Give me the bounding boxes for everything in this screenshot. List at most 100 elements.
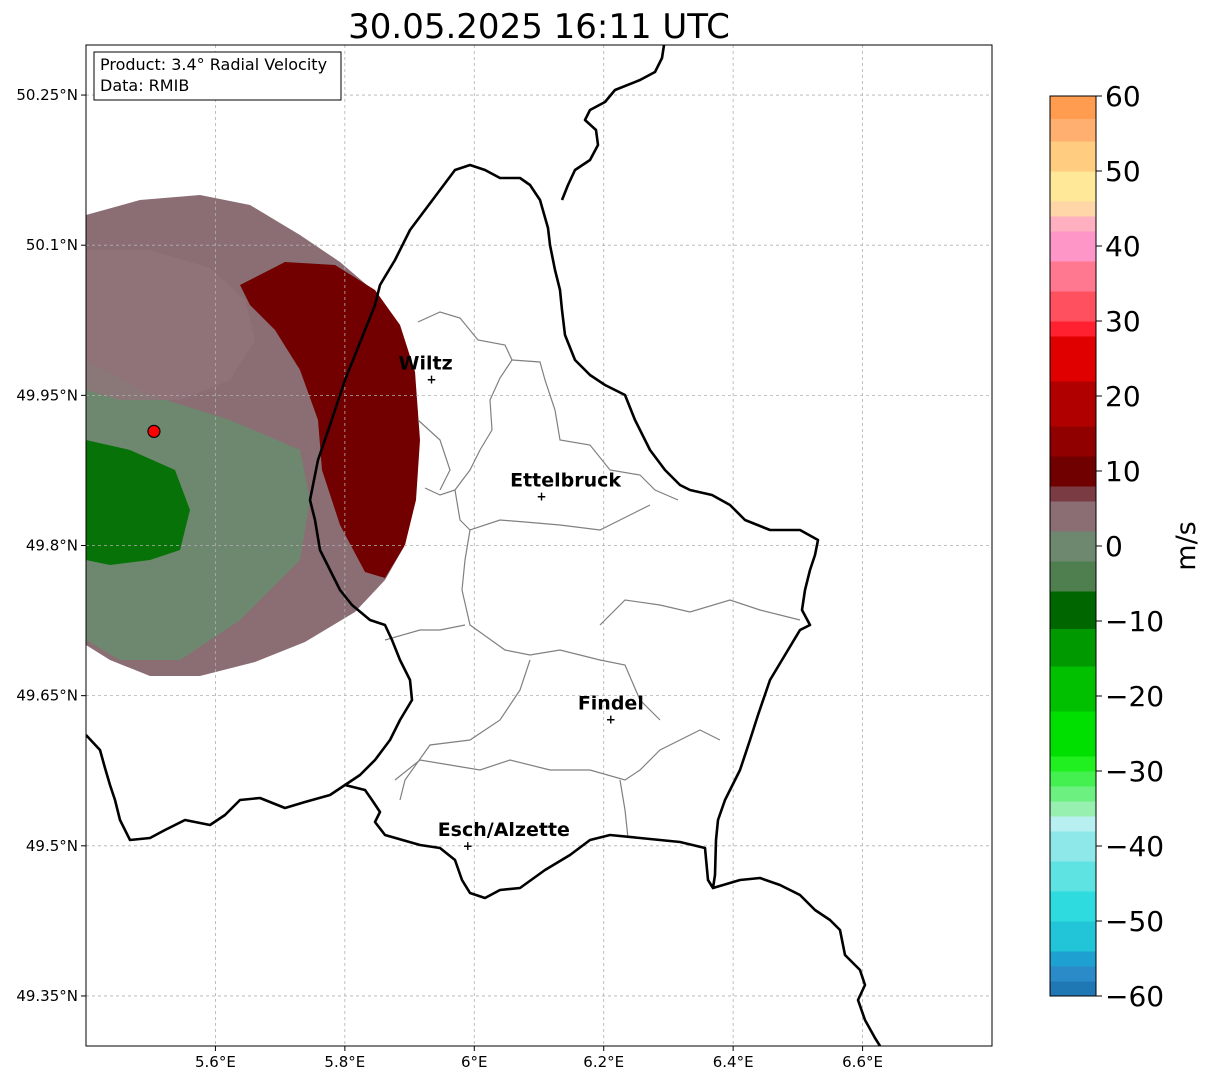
radar-site-marker [147, 424, 161, 438]
lat-tick-label-0: 50.25°N [16, 86, 78, 104]
info-product: Product: 3.4° Radial Velocity [100, 55, 327, 74]
canton-border-east-north [511, 359, 679, 501]
colorbar-segment-1 [1050, 966, 1096, 982]
colorbar-segment-0 [1050, 981, 1096, 997]
canton-border-north [417, 311, 513, 496]
colorbar-segment-20 [1050, 456, 1096, 487]
latitude-ticks: 50.25°N 50.1°N 49.95°N 49.8°N 49.65°N 49.5°N 4… [16, 86, 86, 1005]
colorbar-segment-29 [1050, 201, 1096, 217]
figure-title: 30.05.2025 16:11 UTC [348, 7, 730, 47]
lon-tick-label-4: 6.4°E [713, 1053, 754, 1071]
colorbar-segment-32 [1050, 118, 1096, 142]
colorbar-segment-23 [1050, 336, 1096, 382]
lat-tick-label-2: 49.95°N [16, 386, 78, 404]
colorbar-tick-label-12: −60 [1105, 980, 1164, 1013]
canton-border-mid [454, 489, 651, 531]
lon-tick-label-2: 6°E [461, 1053, 488, 1071]
echo-red-band [240, 262, 420, 578]
echo-green-sector [86, 360, 310, 660]
colorbar-tick-label-0: 60 [1105, 80, 1141, 113]
colorbar-segment-18 [1050, 501, 1096, 532]
colorbar-ticks: 60 50 40 30 20 10 0 −10 −20 −30 −40 −50 −60 [1096, 80, 1164, 1013]
colorbar: 60 50 40 30 20 10 0 −10 −20 −30 −40 −50 −60 m/s [1049, 80, 1202, 1013]
canton-border-south [394, 729, 721, 781]
colorbar-segment-9 [1050, 786, 1096, 802]
colorbar-tick-label-3: 30 [1105, 305, 1141, 338]
colorbar-segment-13 [1050, 666, 1096, 712]
colorbar-tick-label-10: −40 [1105, 830, 1164, 863]
colorbar-segment-27 [1050, 231, 1096, 262]
city-label-ettelbruck: Ettelbruck [510, 469, 621, 491]
colorbar-segment-19 [1050, 486, 1096, 502]
colorbar-segment-28 [1050, 216, 1096, 232]
radar-echo-field [86, 195, 420, 676]
echo-dark-green-patch [86, 440, 190, 565]
border-luxembourg [308, 163, 820, 900]
colorbar-segment-33 [1050, 96, 1096, 119]
colorbar-label: m/s [1171, 521, 1202, 570]
colorbar-tick-label-7: −10 [1105, 605, 1164, 638]
lat-tick-label-6: 49.35°N [16, 987, 78, 1005]
city-marker-findel: + [606, 713, 616, 727]
lon-tick-label-1: 5.8°E [324, 1053, 365, 1071]
colorbar-tick-label-6: 0 [1105, 530, 1123, 563]
map-panel: +Wiltz+Ettelbruck+Findel+Esch/Alzette Pr… [16, 44, 993, 1071]
colorbar-segment-6 [1050, 831, 1096, 862]
canton-border-southwest [399, 659, 531, 801]
colorbar-tick-label-11: −50 [1105, 905, 1164, 938]
longitude-ticks: 5.6°E 5.8°E 6°E 6.2°E 6.4°E 6.6°E [195, 1046, 883, 1071]
colorbar-segment-26 [1050, 261, 1096, 292]
colorbar-tick-label-9: −30 [1105, 755, 1164, 788]
colorbar-segment-11 [1050, 756, 1096, 772]
lon-tick-label-3: 6.2°E [583, 1053, 624, 1071]
lat-tick-label-3: 49.8°N [26, 537, 78, 555]
border-france-belgium [86, 734, 346, 842]
colorbar-tick-label-8: −20 [1105, 680, 1164, 713]
lon-tick-label-5: 6.6°E [842, 1053, 883, 1071]
colorbar-segment-21 [1050, 426, 1096, 457]
colorbar-segment-22 [1050, 381, 1096, 427]
colorbar-segment-7 [1050, 816, 1096, 832]
colorbar-segment-5 [1050, 861, 1096, 892]
info-box: Product: 3.4° Radial Velocity Data: RMIB [93, 51, 342, 101]
city-label-findel: Findel [578, 693, 644, 715]
colorbar-segment-8 [1050, 801, 1096, 817]
colorbar-segment-15 [1050, 591, 1096, 629]
city-marker-ettelbruck: + [537, 489, 547, 503]
border-germany-north [560, 45, 666, 201]
city-label-wiltz: Wiltz [399, 352, 453, 374]
colorbar-segment-12 [1050, 711, 1096, 757]
city-markers: +Wiltz+Ettelbruck+Findel+Esch/Alzette [399, 352, 644, 852]
border-germany-south [712, 876, 882, 1046]
lat-tick-label-1: 50.1°N [26, 236, 78, 254]
colorbar-segment-4 [1050, 891, 1096, 922]
colorbar-tick-label-2: 40 [1105, 230, 1141, 263]
lat-tick-label-4: 49.65°N [16, 687, 78, 705]
canton-border-center [461, 529, 661, 721]
city-marker-esch-alzette: + [463, 839, 473, 853]
city-label-esch-alzette: Esch/Alzette [438, 819, 570, 841]
colorbar-segment-30 [1050, 171, 1096, 202]
map-gridlines [86, 45, 992, 1046]
canton-border-southeast [619, 779, 629, 839]
colorbar-segment-16 [1050, 561, 1096, 592]
colorbar-segment-3 [1050, 921, 1096, 952]
colorbar-segment-14 [1050, 628, 1096, 667]
colorbar-tick-label-4: 20 [1105, 380, 1141, 413]
colorbar-segment-25 [1050, 291, 1096, 322]
lat-tick-label-5: 49.5°N [26, 837, 78, 855]
colorbar-segment-24 [1050, 321, 1096, 337]
national-borders [86, 45, 882, 1046]
colorbar-segment-17 [1050, 531, 1096, 562]
colorbar-segment-10 [1050, 771, 1096, 787]
canton-border-west [384, 624, 466, 641]
info-data-source: Data: RMIB [100, 76, 189, 95]
lon-tick-label-0: 5.6°E [195, 1053, 236, 1071]
echo-mauve-haze [86, 250, 255, 400]
canton-border-inner-north [417, 419, 451, 491]
canton-borders [384, 311, 801, 839]
colorbar-segments [1050, 96, 1096, 997]
city-marker-wiltz: + [427, 372, 437, 386]
colorbar-tick-label-1: 50 [1105, 155, 1141, 188]
